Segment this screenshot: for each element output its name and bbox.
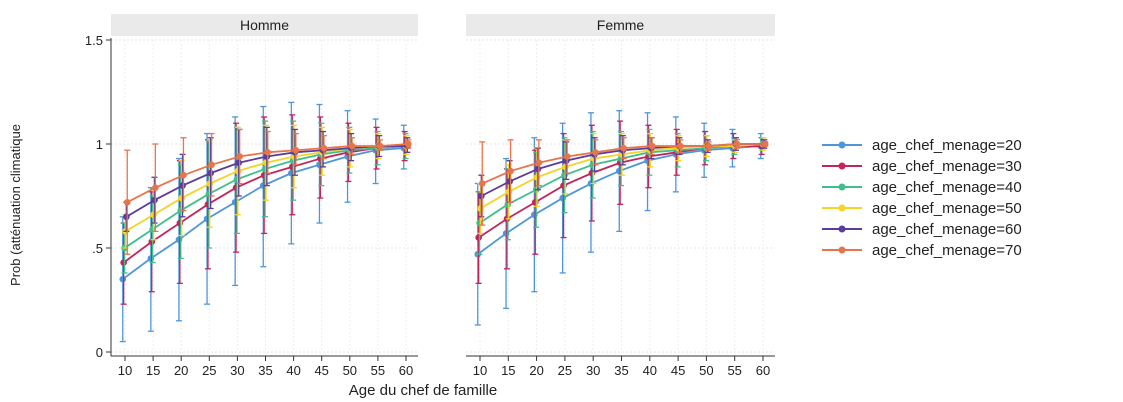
x-tick-label: 30	[586, 363, 600, 378]
data-point	[705, 142, 712, 150]
data-point	[320, 144, 328, 152]
x-tick-label: 60	[756, 363, 770, 378]
data-point	[592, 149, 599, 156]
y-tick-label: 1	[96, 137, 103, 152]
x-tick-label: 15	[501, 363, 515, 378]
legend-label: age_chef_menage=40	[872, 179, 1022, 196]
x-tick-label: 50	[343, 363, 357, 378]
legend-label: age_chef_menage=60	[872, 221, 1022, 238]
legend-marker	[838, 246, 846, 254]
series-5	[478, 137, 769, 226]
data-point	[119, 275, 127, 283]
data-point	[152, 184, 159, 191]
x-tick-label: 45	[671, 363, 685, 378]
x-tick-label: 60	[399, 363, 413, 378]
x-tick-label: 50	[699, 363, 713, 378]
panel-strip	[111, 14, 418, 36]
data-point	[264, 149, 272, 156]
panel-1: Femme 10 15 20 25 30 35 40 45 50 55 60	[466, 14, 775, 378]
panel-title: Femme	[597, 17, 645, 33]
x-tick-label: 20	[529, 363, 543, 378]
data-point	[120, 259, 127, 266]
x-tick-label: 35	[614, 363, 628, 378]
data-point	[151, 196, 158, 204]
x-tick-label: 10	[473, 363, 487, 378]
x-tick-label: 10	[118, 363, 132, 378]
legend: age_chef_menage=20 age_chef_menage=30 age_…	[822, 137, 1022, 259]
x-tick-label: 40	[643, 363, 657, 378]
panels: Homme 10 15 20 25 30 35 40 45 50 55 60 0 .5 1 1.5 Femme 1…	[85, 14, 775, 378]
data-point	[733, 140, 741, 148]
data-point	[534, 165, 542, 173]
data-point	[761, 140, 769, 148]
data-point	[535, 159, 543, 167]
y-tick-label: 0	[96, 345, 103, 360]
series-5	[123, 128, 412, 255]
x-tick-label: 55	[371, 363, 385, 378]
legend-label: age_chef_menage=50	[872, 200, 1022, 217]
data-point	[563, 153, 571, 160]
y-tick-label: .5	[92, 241, 103, 256]
shared-axes: Prob (atténuation climatique Age du chef…	[8, 124, 497, 399]
data-point	[648, 142, 656, 150]
legend-label: age_chef_menage=30	[872, 158, 1022, 175]
x-tick-label: 45	[314, 363, 328, 378]
data-point	[507, 167, 514, 175]
series-4	[123, 126, 411, 233]
y-axis-label: Prob (atténuation climatique	[8, 124, 23, 286]
legend-label: age_chef_menage=70	[872, 242, 1022, 259]
x-tick-label: 35	[258, 363, 272, 378]
legend-label: age_chef_menage=20	[872, 137, 1022, 154]
series-0	[474, 110, 765, 326]
data-point	[207, 169, 214, 177]
x-tick-label: 40	[286, 363, 300, 378]
x-tick-label: 30	[230, 363, 244, 378]
x-tick-label: 55	[727, 363, 741, 378]
x-tick-label: 20	[174, 363, 188, 378]
data-point	[235, 159, 243, 167]
data-point	[208, 161, 215, 169]
y-tick-label: 1.5	[85, 33, 103, 48]
data-point	[123, 213, 130, 221]
data-point	[478, 180, 486, 187]
data-point	[478, 192, 485, 200]
legend-marker	[838, 204, 846, 212]
data-point	[348, 142, 356, 150]
data-point	[677, 142, 684, 150]
data-point	[236, 153, 243, 160]
data-point	[292, 146, 300, 154]
panel-strip	[466, 14, 775, 36]
legend-marker	[838, 225, 846, 233]
data-point	[376, 142, 384, 150]
series-0	[119, 101, 408, 343]
x-axis-label: Age du chef de famille	[349, 382, 497, 399]
data-point	[620, 144, 628, 152]
panel-0: Homme 10 15 20 25 30 35 40 45 50 55 60 0 .5 1 1.5	[85, 14, 418, 378]
legend-marker	[838, 141, 846, 149]
legend-marker	[838, 183, 846, 191]
data-point	[475, 234, 482, 241]
data-point	[123, 198, 131, 206]
data-point	[180, 171, 187, 179]
data-point	[179, 182, 186, 189]
x-tick-label: 15	[146, 363, 160, 378]
x-tick-label: 25	[202, 363, 216, 378]
data-point	[404, 140, 412, 148]
legend-marker	[838, 162, 846, 170]
x-tick-label: 25	[558, 363, 572, 378]
panel-title: Homme	[240, 17, 289, 33]
data-point	[506, 178, 513, 185]
